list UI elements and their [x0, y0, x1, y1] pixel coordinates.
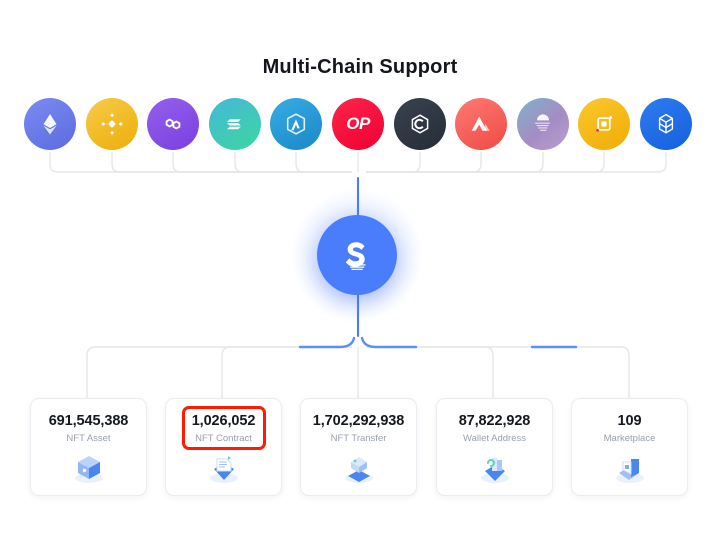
- stat-value: 1,026,052: [191, 413, 256, 429]
- stat-card-nft-contract[interactable]: 1,026,052 NFT Contract: [165, 398, 282, 496]
- chain-icon-row: OP: [0, 98, 720, 154]
- arbitrum-icon: [286, 113, 306, 135]
- nft-contract-icon: [201, 451, 247, 485]
- solana-icon: [227, 119, 241, 130]
- aptos-icon: [535, 114, 550, 131]
- stat-value: 109: [617, 413, 642, 429]
- avalanche-icon: [471, 116, 490, 131]
- stat-card-wallet-address[interactable]: 87,822,928 Wallet Address: [436, 398, 553, 496]
- stat-label: NFT Transfer: [330, 433, 387, 444]
- wallet-address-icon: [472, 451, 518, 485]
- chain-icon-bnb[interactable]: [86, 98, 138, 150]
- chain-icon-polygon[interactable]: [147, 98, 199, 150]
- stat-value: 87,822,928: [458, 413, 531, 429]
- nft-transfer-icon: [336, 451, 382, 485]
- chain-icon-avalanche[interactable]: [455, 98, 507, 150]
- klaytn-icon: [596, 116, 613, 132]
- fantom-icon: [658, 113, 674, 134]
- stat-label: Wallet Address: [462, 433, 526, 444]
- stat-card-marketplace[interactable]: 109 Marketplace: [571, 398, 688, 496]
- chain-icon-ethereum[interactable]: [24, 98, 76, 150]
- stat-card-nft-asset[interactable]: 691,545,388 NFT Asset: [30, 398, 147, 496]
- chain-icon-optimism[interactable]: OP: [332, 98, 384, 150]
- stat-card-nft-transfer[interactable]: 1,702,292,938 NFT Transfer: [300, 398, 417, 496]
- stat-value: 691,545,388: [48, 413, 129, 429]
- chain-icon-klaytn[interactable]: [578, 98, 630, 150]
- chain-icon-arbitrum[interactable]: [270, 98, 322, 150]
- stat-card-row: 691,545,388 NFT Asset 1,026,052 NFT Cont…: [0, 398, 720, 496]
- optimism-glyph: OP: [346, 114, 370, 133]
- simplehash-logo-icon: [345, 242, 366, 271]
- chain-icon-aptos[interactable]: [517, 98, 569, 150]
- bnb-icon: [101, 113, 123, 135]
- stat-label: Marketplace: [603, 433, 656, 444]
- ethereum-icon: [43, 114, 57, 135]
- nft-asset-icon: [66, 451, 112, 485]
- stat-label: NFT Asset: [66, 433, 111, 444]
- stat-label: NFT Contract: [195, 433, 252, 444]
- chain-icon-cronos[interactable]: [394, 98, 446, 150]
- marketplace-icon: [607, 451, 653, 485]
- chain-icon-fantom[interactable]: [640, 98, 692, 150]
- polygon-icon: [165, 118, 181, 130]
- stat-value: 1,702,292,938: [312, 413, 405, 429]
- chain-icon-solana[interactable]: [209, 98, 261, 150]
- cronos-icon: [411, 114, 429, 134]
- page-title: Multi-Chain Support: [262, 56, 458, 78]
- hub-logo[interactable]: [317, 215, 397, 295]
